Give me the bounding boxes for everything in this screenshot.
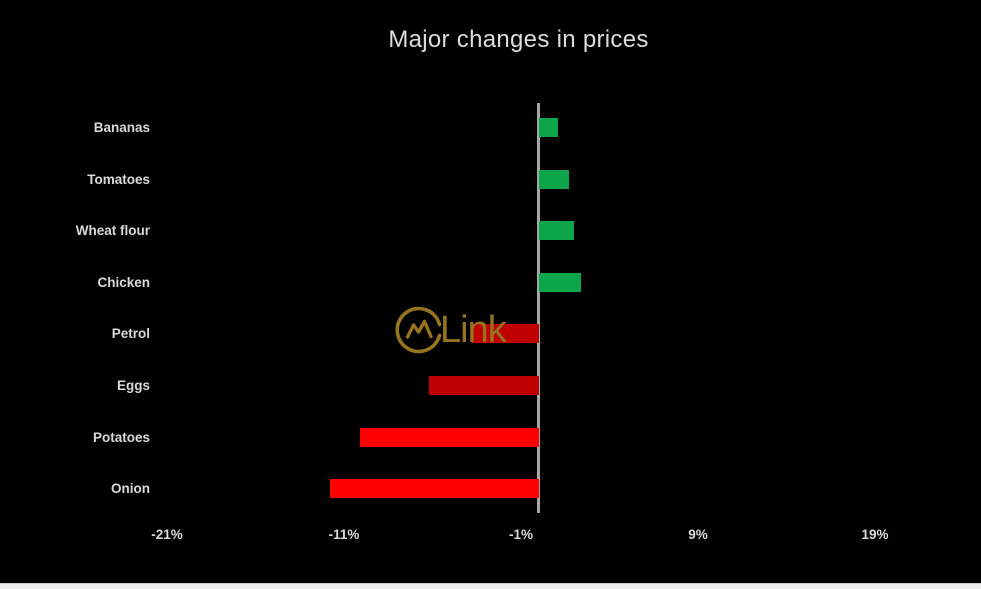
zero-axis-line: [537, 103, 540, 513]
bar-potatoes: [360, 428, 539, 447]
bar-petrol: [472, 324, 539, 343]
bar-chicken: [539, 273, 581, 292]
category-label-petrol: Petrol: [111, 326, 150, 341]
category-label-bananas: Bananas: [93, 120, 150, 135]
x-tick-label: -1%: [508, 527, 534, 542]
bar-bananas: [539, 118, 558, 137]
category-label-tomatoes: Tomatoes: [87, 172, 150, 187]
category-label-wheat-flour: Wheat flour: [75, 223, 150, 238]
x-tick-label: 19%: [861, 527, 889, 542]
bar-eggs: [429, 376, 539, 395]
chart-title: Major changes in prices: [388, 26, 649, 53]
bottom-edge-strip: [0, 583, 981, 589]
x-tick-label: -11%: [328, 527, 360, 542]
x-tick-label: -21%: [151, 527, 183, 542]
bar-tomatoes: [539, 170, 569, 189]
bar-wheat-flour: [539, 221, 574, 240]
x-tick-label: 9%: [688, 527, 708, 542]
category-label-chicken: Chicken: [97, 275, 150, 290]
category-label-eggs: Eggs: [116, 378, 150, 393]
bar-onion: [330, 479, 539, 498]
category-label-onion: Onion: [111, 481, 150, 496]
category-label-potatoes: Potatoes: [92, 430, 150, 445]
